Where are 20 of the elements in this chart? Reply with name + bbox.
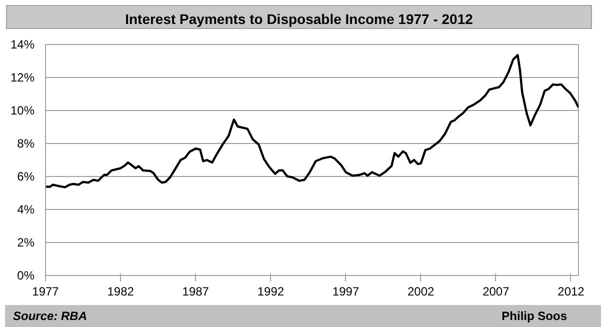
x-tick-label: 1997 bbox=[332, 284, 360, 298]
y-tick-label: 10% bbox=[10, 104, 35, 118]
y-tick-label: 12% bbox=[10, 70, 35, 84]
x-tick-label: 1982 bbox=[107, 284, 134, 298]
x-tick-label: 1992 bbox=[257, 284, 284, 298]
text: Philip Soos bbox=[502, 308, 567, 325]
source-note: Source: RBA bbox=[13, 308, 88, 325]
y-tick-label: 8% bbox=[17, 136, 35, 150]
y-tick-label: 14% bbox=[10, 38, 35, 52]
x-tick-label: 2002 bbox=[408, 284, 435, 298]
y-tick-label: 4% bbox=[17, 202, 35, 216]
x-tick-label: 2007 bbox=[482, 284, 510, 298]
y-tick-label: 6% bbox=[17, 170, 35, 184]
line-series bbox=[46, 54, 578, 188]
x-tick-label: 2012 bbox=[558, 284, 585, 298]
x-tick-label: 1987 bbox=[182, 284, 210, 298]
y-tick-label: 0% bbox=[17, 268, 35, 282]
chart-title: Interest Payments to Disposable Income 1977 - 2012 bbox=[125, 10, 473, 29]
x-tick-label: 1977 bbox=[32, 284, 60, 298]
y-tick-label: 2% bbox=[17, 236, 35, 250]
